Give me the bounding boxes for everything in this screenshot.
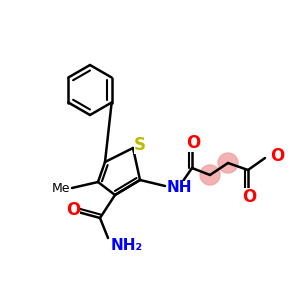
Text: O: O — [242, 188, 256, 206]
Text: NH: NH — [167, 181, 193, 196]
Text: O: O — [66, 201, 80, 219]
Text: O: O — [186, 134, 200, 152]
Text: Me: Me — [52, 182, 70, 196]
Circle shape — [200, 165, 220, 185]
Text: S: S — [134, 136, 146, 154]
Text: NH₂: NH₂ — [111, 238, 143, 253]
Text: O: O — [270, 147, 284, 165]
Circle shape — [218, 153, 238, 173]
